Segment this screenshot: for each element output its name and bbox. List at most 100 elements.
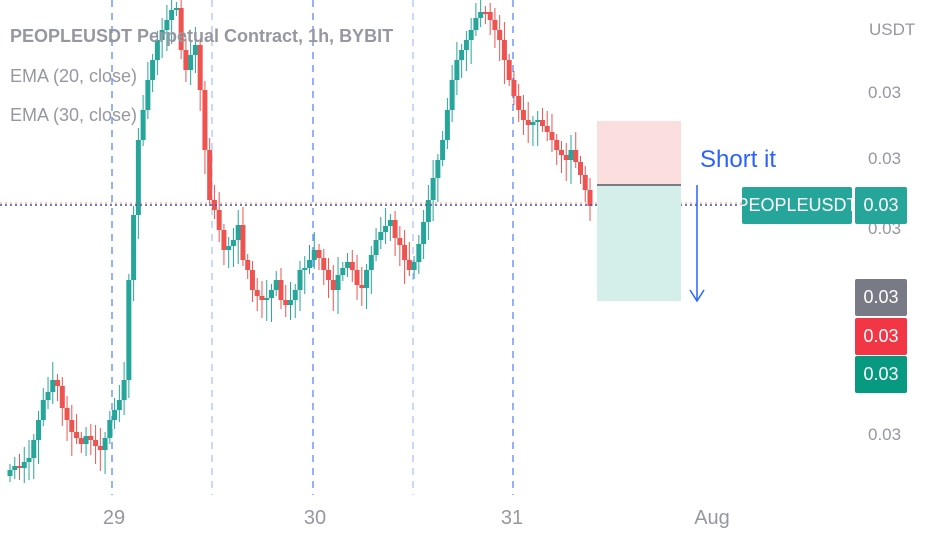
candle-body [435,160,441,178]
candle-body [169,10,175,20]
candle-body [397,238,403,245]
candle-body [402,245,408,260]
candle-body [316,250,322,258]
candle-body [573,150,579,162]
candle-body [307,260,313,268]
candle-body [297,270,303,290]
candle-body [207,150,213,200]
candle-body [21,462,27,468]
candle-body [392,220,398,238]
candle-body [411,262,417,270]
candle-body [121,380,127,400]
candle-body [311,250,317,260]
candle-body [416,244,422,262]
candle-body [131,215,137,280]
candle-body [97,446,103,450]
candle-body [459,50,465,60]
stop-price-badge: 0.03 [855,318,907,355]
ema-30-legend[interactable]: EMA (30, close) [10,105,138,125]
candle-body [83,436,89,444]
candle-body [55,380,61,386]
candle-body [74,432,80,438]
candle-body [88,436,94,440]
candle-body [554,140,560,150]
down-arrow-icon [689,289,705,303]
candle-body [487,12,493,20]
candle-body [544,126,550,132]
candle-body [159,30,165,40]
candle-body [40,400,46,420]
candle-body [173,8,179,10]
time-label: 29 [102,507,126,529]
candle-body [59,386,65,408]
candle-body [7,470,13,476]
candle-body [283,300,289,305]
candle-body [226,246,232,250]
symbol-legend[interactable]: PEOPLEUSDT Perpetual Contract, 1h, BYBIT [10,26,394,46]
candle-body [140,110,146,140]
candle-body [549,132,555,140]
candle-body [211,200,217,210]
candle-body [192,45,198,55]
candle-body [292,290,298,300]
candle-body [406,260,412,270]
stop-loss-zone [597,121,681,185]
candle-body [230,240,236,246]
candle-body [221,230,227,250]
candle-body [93,440,99,446]
candle-body [145,80,151,110]
candle-body [330,280,336,290]
candle-body [102,438,108,450]
candle-body [368,255,374,270]
candle-body [278,280,284,300]
time-label: 31 [500,507,524,529]
candle-body [36,420,42,440]
candle-body [577,162,583,175]
take-profit-zone [597,185,681,301]
candle-body [45,392,51,400]
price-tick: 0.03 [868,425,902,444]
candle-body [112,410,118,420]
candle-body [17,466,23,468]
candle-body [383,226,389,232]
candle-body [425,200,431,222]
candle-body [240,225,246,260]
candle-body [245,260,251,270]
candle-body [135,140,141,215]
candle-body [497,30,503,40]
time-label: Aug [694,507,730,529]
candle-body [326,270,332,280]
candle-body [335,275,341,290]
ema-20-legend[interactable]: EMA (20, close) [10,66,138,86]
entry-price-badge: 0.03 [855,279,907,316]
candle-body [268,290,274,298]
candle-body [587,190,593,206]
candle-body [349,262,355,270]
candle-body [254,290,260,296]
candle-body [12,466,18,470]
candle-body [530,122,536,125]
candle-body [359,285,365,288]
candle-body [535,120,541,122]
candle-body [69,420,75,432]
short-it-annotation[interactable]: Short it [700,146,777,173]
candle-body [520,110,526,120]
candle-body [582,175,588,190]
price-tick: 0.03 [868,149,902,168]
candle-body [563,155,569,160]
candle-body [259,296,265,300]
candle-body [473,18,479,30]
candle-body [183,50,189,70]
candle-body [354,270,360,285]
candle-body [107,420,113,438]
candle-body [387,220,393,226]
candle-body [273,280,279,290]
candle-body [302,268,308,270]
candle-body [364,270,370,288]
candle-body [202,90,208,150]
candle-body [454,60,460,80]
candle-body [188,55,194,70]
candle-body [468,30,474,40]
candle-body [31,440,37,458]
